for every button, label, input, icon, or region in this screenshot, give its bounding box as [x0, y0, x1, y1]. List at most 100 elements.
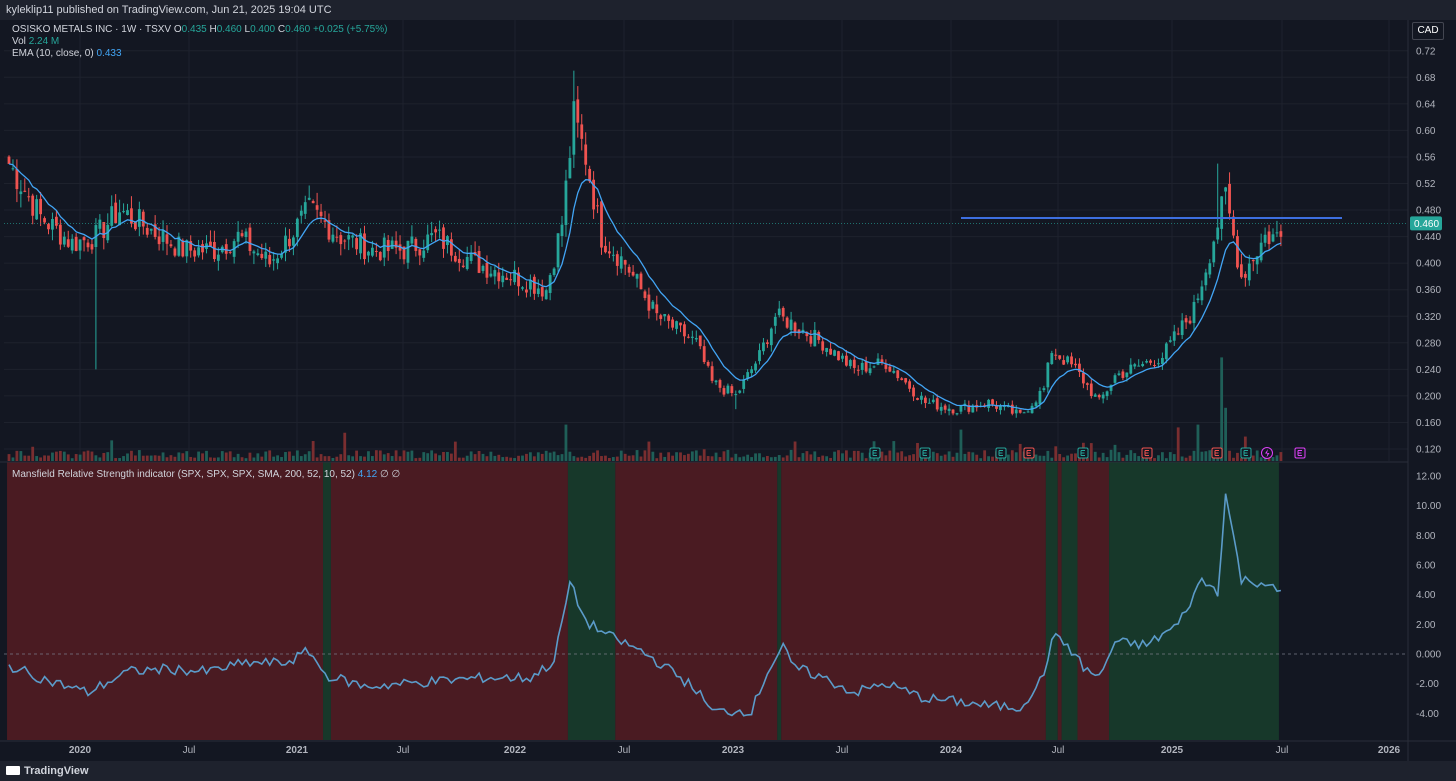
legend-ema-label[interactable]: EMA (10, close, 0)	[12, 48, 94, 59]
price-tick-label: 0.120	[1416, 445, 1441, 456]
candle-body	[920, 395, 923, 400]
volume-bar	[971, 452, 975, 461]
candle-body	[268, 254, 272, 265]
candle-body	[580, 124, 584, 139]
tradingview-logo[interactable]: TradingView	[6, 761, 89, 781]
volume-bar	[477, 451, 481, 461]
legend-mrs-label[interactable]: Mansfield Relative Strength indicator (S…	[12, 469, 355, 480]
chart-svg[interactable]: 0.72 0.68 0.64 0.60 0.56 0.52 0.480 0.440 0.400 0…	[0, 20, 1456, 761]
legend-symbol[interactable]: OSISKO METALS INC · 1W · TSXV	[12, 24, 172, 35]
candle-body	[1153, 365, 1156, 367]
volume-bars	[7, 357, 1283, 461]
volume-bar	[1062, 457, 1066, 461]
candle-body	[169, 244, 173, 247]
volume-bar	[738, 457, 742, 461]
volume-bar	[213, 457, 216, 461]
candle-body	[453, 255, 457, 262]
currency-badge[interactable]: CAD	[1412, 22, 1444, 40]
candle-body	[1050, 353, 1054, 365]
candle-body	[955, 413, 959, 415]
candle-body	[102, 222, 106, 239]
candle-body	[264, 251, 268, 259]
volume-bar	[216, 457, 220, 461]
volume-bar	[438, 455, 441, 461]
candle-body	[675, 321, 678, 329]
volume-bar	[110, 440, 114, 461]
volume-bar	[19, 451, 23, 461]
volume-bar	[1228, 450, 1231, 461]
candle-body	[137, 209, 141, 227]
volume-bar	[647, 441, 651, 461]
candle-body	[995, 405, 998, 409]
legend-low-label: L	[244, 24, 251, 35]
volume-bar	[359, 456, 362, 461]
volume-bar	[1251, 455, 1255, 461]
volume-bar	[655, 458, 659, 461]
volume-bar	[596, 450, 599, 461]
volume-bar	[900, 451, 904, 461]
legend-vol-label[interactable]: Vol	[12, 36, 26, 47]
candle-body	[438, 229, 441, 231]
candle-body	[299, 210, 303, 216]
volume-bar	[292, 455, 295, 461]
candle-body	[173, 248, 177, 256]
volume-bar	[785, 455, 789, 461]
candle-body	[236, 231, 240, 242]
volume-bar	[758, 453, 761, 461]
volume-bar	[572, 456, 576, 461]
candle-body	[450, 239, 453, 256]
candle-body	[1228, 183, 1231, 214]
candle-body	[1164, 343, 1168, 360]
candle-body	[908, 381, 911, 389]
volume-bar	[963, 453, 967, 461]
volume-bar	[1089, 443, 1093, 461]
candle-body	[655, 304, 659, 314]
volume-bar	[173, 456, 177, 461]
mrs-zone-11	[1109, 462, 1279, 740]
volume-bar	[35, 456, 39, 461]
candle-body	[74, 236, 78, 251]
volume-bar	[382, 454, 386, 461]
volume-bar	[1113, 444, 1117, 461]
candle-body	[161, 230, 165, 242]
candle-body	[153, 224, 157, 237]
candle-body	[430, 233, 434, 236]
candle-body	[710, 366, 714, 381]
volume-bar	[730, 457, 734, 461]
volume-bar	[1085, 457, 1089, 461]
volume-bar	[600, 456, 603, 461]
volume-bar	[856, 450, 860, 461]
volume-bar	[347, 455, 351, 461]
chart-area[interactable]: 0.72 0.68 0.64 0.60 0.56 0.52 0.480 0.440 0.400 0…	[0, 20, 1456, 761]
candle-body	[991, 399, 994, 405]
volume-bar	[556, 455, 560, 461]
volume-bar	[7, 454, 11, 461]
candle-body	[1121, 371, 1125, 378]
volume-bar	[232, 457, 236, 461]
candle-body	[592, 179, 595, 210]
volume-bar	[371, 456, 374, 461]
volume-bar	[58, 450, 62, 461]
price-tick-label: 0.240	[1416, 365, 1441, 376]
candle-body	[339, 235, 343, 245]
volume-bar	[256, 453, 260, 461]
candle-body	[513, 269, 516, 283]
volume-bar	[315, 457, 319, 461]
volume-bar	[453, 441, 457, 461]
mrs-tick-label: -2.00	[1416, 679, 1439, 690]
volume-bar	[98, 457, 102, 461]
volume-bar	[1240, 458, 1243, 461]
volume-bar	[939, 455, 943, 461]
earnings-marker-1	[919, 447, 931, 459]
candle-body	[880, 359, 884, 363]
mrs-zone-0	[7, 462, 324, 740]
volume-bar	[1046, 450, 1050, 461]
candle-body	[967, 405, 971, 412]
candle-body	[809, 336, 813, 344]
price-tick-label: 0.160	[1416, 418, 1441, 429]
volume-bar	[457, 457, 461, 461]
candle-body	[197, 247, 200, 256]
legend-high-label: H	[209, 24, 217, 35]
volume-bar	[1161, 452, 1164, 461]
candle-body	[501, 275, 505, 283]
